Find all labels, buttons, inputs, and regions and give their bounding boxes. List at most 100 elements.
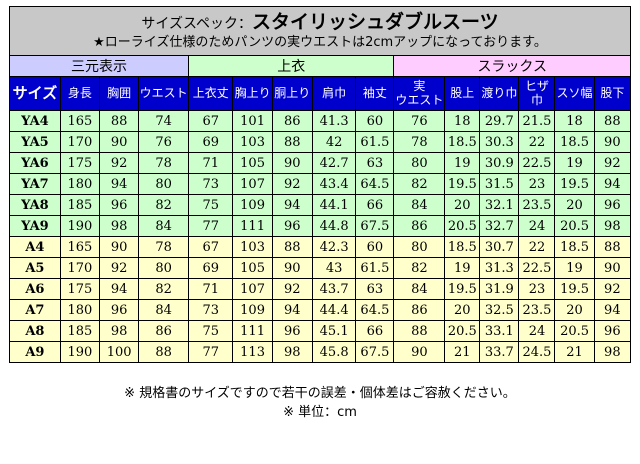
table-cell: 96 [271, 215, 313, 237]
table-cell: 92 [271, 278, 313, 300]
column-header: 上衣丈 [187, 76, 234, 111]
table-cell: 18 [444, 110, 481, 132]
table-cell: 185 [59, 194, 101, 216]
table-cell: 94 [593, 173, 632, 195]
table-cell: 94 [271, 194, 313, 216]
table-cell: 109 [232, 194, 273, 216]
table-cell: 42.7 [311, 152, 357, 174]
table-cell: 90 [271, 152, 313, 174]
table-cell: 94 [99, 278, 140, 300]
spec-sheet: サイズスペック：スタイリッシュダブルスーツ ★ローライズ仕様のためパンツの実ウエ… [9, 6, 632, 423]
table-cell: 98 [593, 215, 632, 237]
table-cell: 19 [444, 257, 481, 279]
table-cell: 107 [232, 173, 273, 195]
table-cell: 107 [232, 278, 273, 300]
table-cell: 75 [187, 320, 234, 342]
table-cell: 24 [518, 320, 556, 342]
table-cell: 90 [593, 257, 632, 279]
table-cell: 165 [59, 236, 101, 258]
column-header: 胴上り [271, 76, 313, 111]
table-cell: 19 [554, 152, 595, 174]
table-cell: 33.7 [479, 341, 520, 363]
table-cell: 43 [311, 257, 357, 279]
table-cell: 67 [187, 236, 234, 258]
table-cell: 22.5 [518, 257, 556, 279]
size-cell: YA5 [9, 131, 61, 153]
size-cell: YA9 [9, 215, 61, 237]
table-cell: 84 [393, 278, 446, 300]
table-cell: 175 [59, 152, 101, 174]
table-cell: 20 [554, 299, 595, 321]
table-cell: 86 [138, 320, 189, 342]
column-header: 胸上り [232, 76, 273, 111]
table-cell: 92 [593, 278, 632, 300]
column-header: 渡り巾 [479, 76, 520, 111]
table-cell: 20 [444, 299, 481, 321]
table-row: A5 170 92 80 69 105 90 43 61.5 82 19 31.3 22.5 19 90 [9, 257, 632, 279]
table-cell: 64.5 [355, 299, 395, 321]
table-cell: 103 [232, 131, 273, 153]
table-cell: 66 [355, 320, 395, 342]
table-cell: 43.4 [311, 173, 357, 195]
table-cell: 20.5 [554, 215, 595, 237]
size-cell: YA8 [9, 194, 61, 216]
size-cell: A7 [9, 299, 61, 321]
table-cell: 88 [138, 341, 189, 363]
table-cell: 19 [554, 257, 595, 279]
table-cell: 90 [271, 257, 313, 279]
table-cell: 88 [271, 131, 313, 153]
title-prefix: サイズスペック： [141, 16, 252, 32]
table-cell: 22.5 [518, 152, 556, 174]
table-cell: 88 [593, 236, 632, 258]
footer-notes: ※ 規格書のサイズですので若干の誤差・個体差はご容赦ください。 ※ 単位：cm [9, 385, 631, 423]
table-cell: 82 [393, 173, 446, 195]
group-slacks: スラックス [393, 55, 631, 77]
column-header: 股上 [444, 76, 481, 111]
column-header: スソ幅 [554, 76, 595, 111]
table-cell: 19.5 [554, 173, 595, 195]
table-cell: 29.7 [479, 110, 520, 132]
table-cell: 60 [355, 110, 395, 132]
table-cell: 105 [232, 257, 273, 279]
size-cell: YA7 [9, 173, 61, 195]
table-cell: 84 [393, 194, 446, 216]
table-cell: 165 [59, 110, 101, 132]
table-cell: 73 [187, 173, 234, 195]
size-cell: YA6 [9, 152, 61, 174]
table-cell: 30.7 [479, 236, 520, 258]
table-cell: 78 [138, 152, 189, 174]
table-cell: 80 [393, 152, 446, 174]
table-cell: 86 [393, 299, 446, 321]
table-cell: 103 [232, 236, 273, 258]
table-cell: 78 [138, 236, 189, 258]
table-cell: 20.5 [444, 215, 481, 237]
group-nominal: 三元表示 [9, 55, 189, 77]
table-cell: 69 [187, 131, 234, 153]
table-cell: 32.1 [479, 194, 520, 216]
table-cell: 67.5 [355, 341, 395, 363]
table-cell: 113 [232, 341, 273, 363]
table-cell: 44.8 [311, 215, 357, 237]
table-cell: 90 [99, 236, 140, 258]
low-rise-note: ★ローライズ仕様のためパンツの実ウエストは2cmアップになっております。 [93, 34, 547, 50]
table-cell: 18.5 [444, 236, 481, 258]
table-row: A9 190 100 88 77 113 98 45.8 67.5 90 21 33.7 24.5 21 9… [9, 341, 632, 363]
size-spec-table: サイズスペック：スタイリッシュダブルスーツ ★ローライズ仕様のためパンツの実ウエ… [9, 6, 632, 363]
table-cell: 96 [593, 320, 632, 342]
table-cell: 170 [59, 131, 101, 153]
table-cell: 88 [99, 110, 140, 132]
table-cell: 71 [187, 278, 234, 300]
table-cell: 111 [232, 215, 273, 237]
group-jacket: 上衣 [187, 55, 395, 77]
table-cell: 33.1 [479, 320, 520, 342]
column-header: ヒザ巾 [518, 76, 556, 111]
size-cell: A4 [9, 236, 61, 258]
disclaimer-text: ※ 規格書のサイズですので若干の誤差・個体差はご容赦ください。 [124, 386, 516, 401]
product-name: スタイリッシュダブルスーツ [251, 11, 499, 33]
table-cell: 19.5 [444, 278, 481, 300]
table-cell: 88 [271, 236, 313, 258]
table-row: YA9 190 98 84 77 111 96 44.8 67.5 86 20.5 32.7 24 20.… [9, 215, 632, 237]
table-cell: 82 [393, 257, 446, 279]
table-cell: 190 [59, 215, 101, 237]
table-cell: 30.9 [479, 152, 520, 174]
